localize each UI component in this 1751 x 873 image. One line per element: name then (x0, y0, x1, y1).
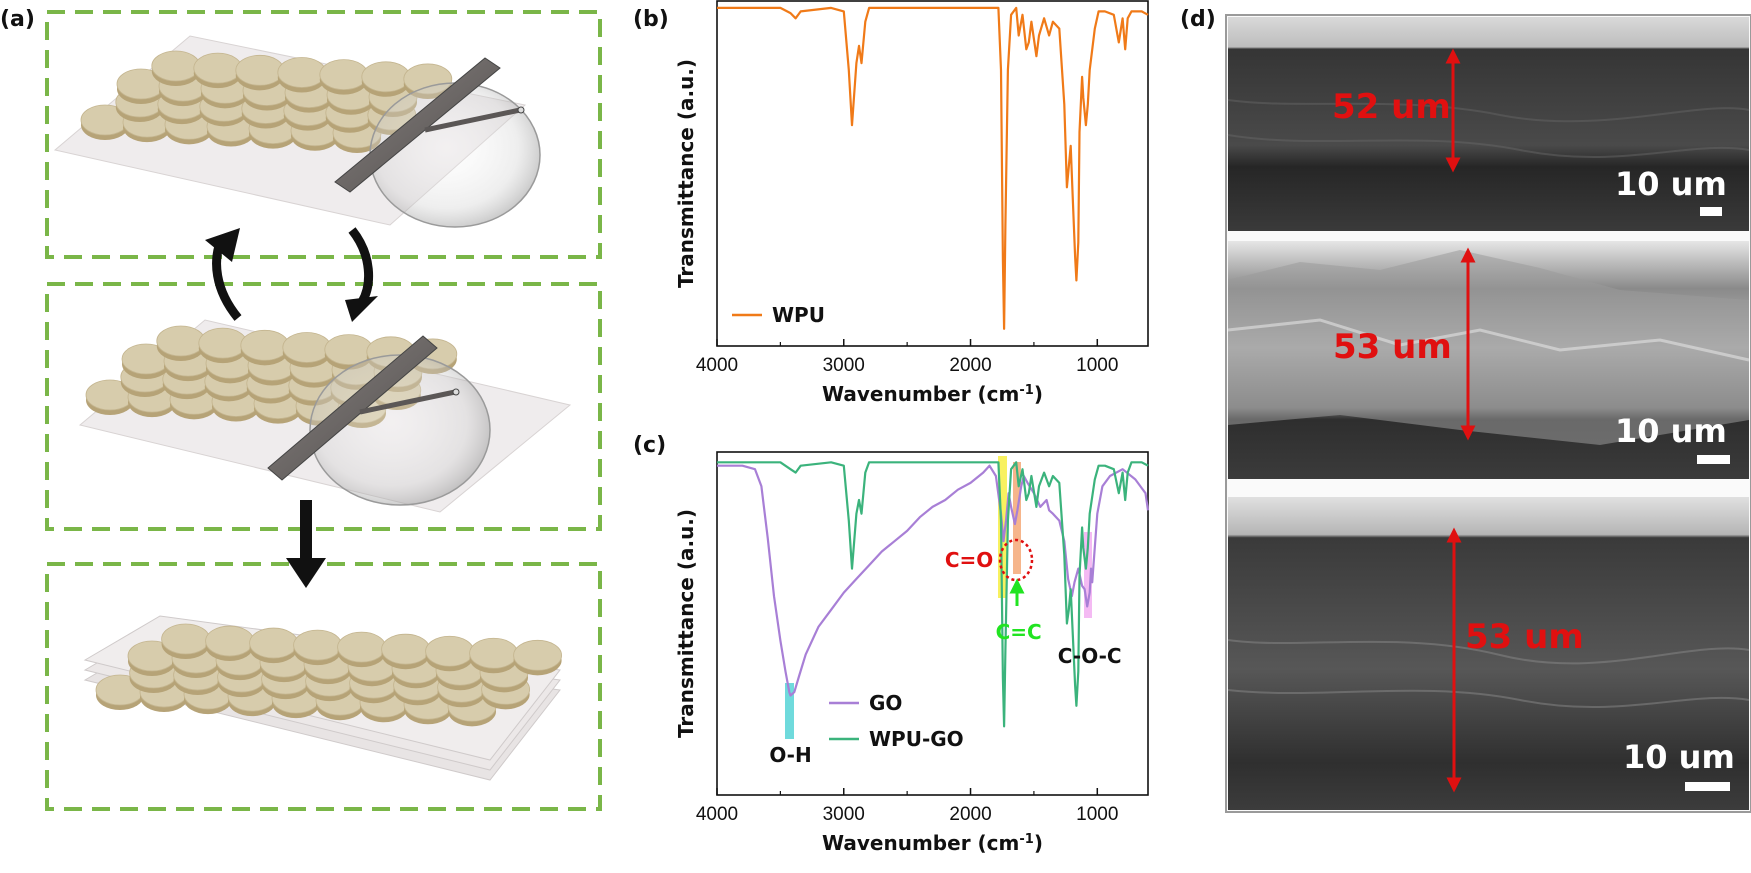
panel-d-sem: (d) 52 um 10 um 53 um 10 um 53 um (1180, 7, 1751, 813)
sem-image-1-bg (1228, 17, 1749, 231)
flake-disc (161, 623, 211, 655)
flake-disc (240, 329, 290, 361)
x-tick-label: 1000 (1076, 804, 1118, 825)
sem-image-1: 52 um 10 um (1227, 17, 1750, 231)
sem-image-3: 53 um 10 um (1227, 497, 1750, 810)
flake-disc (293, 629, 343, 661)
legend-label-wpu-go: WPU-GO (869, 727, 964, 751)
series-line-wpu (717, 6, 1149, 330)
sem-fracture-2 (1228, 250, 1749, 445)
flake-disc (198, 327, 248, 359)
scale-label-2: 10 um (1615, 412, 1727, 450)
x-tick-label: 2000 (949, 804, 991, 825)
flake-disc (151, 50, 201, 82)
x-tick-label: 2000 (949, 355, 991, 376)
step2-scene (78, 319, 572, 513)
sem-texture-3b (1227, 689, 1750, 709)
plot-frame (716, 0, 1149, 347)
band-o-h-highlight (785, 683, 794, 739)
panel-c-chart: (c) 4000 3000 2000 1000 Wavenumber (cm-1) Tra… (633, 433, 1150, 855)
scale-bar-2 (1697, 455, 1730, 464)
x-tick-label: 3000 (823, 804, 865, 825)
plot-frame (716, 451, 1149, 796)
flake-disc (249, 627, 299, 659)
step3-box (45, 562, 602, 811)
cycle-arrow-up-head (205, 228, 240, 262)
step3-scene (83, 615, 562, 781)
thickness-label-3: 53 um (1465, 617, 1584, 657)
handle-tip-2 (452, 388, 460, 396)
doctor-blade (334, 57, 501, 193)
x-tick-label: 3000 (823, 355, 865, 376)
thickness-label-1: 52 um (1332, 87, 1451, 127)
blade-handle (424, 107, 521, 133)
flake-disc (156, 325, 206, 357)
series-line-wpu-go (717, 461, 1149, 728)
step1-box (45, 10, 602, 259)
sem-texture-1b (1227, 134, 1750, 159)
panel-a-label: (a) (0, 7, 35, 32)
annotation-o-h: O-H (769, 743, 811, 767)
flake-disc (381, 633, 431, 665)
flake-disc (361, 61, 411, 93)
scale-bar-3 (1685, 782, 1730, 791)
flake-disc (205, 625, 255, 657)
panel-a-schematic: (a) (0, 7, 602, 811)
step1-scene (53, 35, 541, 228)
x-tick-label: 4000 (696, 355, 738, 376)
scale-bar-1 (1700, 207, 1722, 216)
ftir-chart-go-wpugo: 4000 3000 2000 1000 Wavenumber (cm-1) Transmi… (674, 451, 1150, 855)
panel-c-label: (c) (633, 433, 666, 458)
ftir-annotations (998, 538, 1034, 606)
annotation-c=o: C=O (945, 548, 993, 572)
sem-image-2: 53 um 10 um (1227, 241, 1750, 479)
flake-disc (277, 57, 327, 88)
ftir-band-highlights (785, 456, 1092, 739)
y-axis-label: Transmittance (a.u.) (674, 59, 698, 288)
cycle-arrow-down-head (345, 296, 378, 322)
scale-label-1: 10 um (1615, 165, 1727, 203)
step2-box (45, 282, 602, 531)
sem-texture-2 (1227, 318, 1750, 362)
handle-tip (517, 106, 525, 114)
sem-texture-3 (1227, 639, 1750, 665)
annotation-c-o-c: C-O-C (1058, 644, 1122, 668)
flake-disc (193, 52, 243, 84)
panel-d-label: (d) (1180, 7, 1216, 32)
ftir-chart-wpu: 4000 3000 2000 1000 Wavenumber (cm-1) Transmi… (674, 0, 1149, 406)
panel-b-chart: (b) 4000 3000 2000 1000 Wavenumber (cm-1) Tra… (633, 0, 1149, 406)
flake-disc (425, 635, 475, 667)
annotation-c=c: C=C (996, 620, 1042, 644)
y-axis-label: Transmittance (a.u.) (674, 509, 698, 738)
graphene-flakes-3 (95, 623, 562, 727)
panel-b-label: (b) (633, 7, 669, 32)
flake-disc (282, 332, 332, 363)
blade-handle-2 (359, 389, 456, 415)
cycle-arrow-down (348, 227, 374, 305)
doctor-blade-2 (267, 335, 438, 481)
flake-disc (235, 54, 285, 86)
legend-label-go: GO (869, 691, 902, 715)
x-tick-label: 1000 (1076, 355, 1118, 376)
sem-image-3-bg (1228, 497, 1749, 810)
flake-disc (469, 637, 519, 669)
sem-texture-1 (1227, 99, 1750, 123)
scale-label-3: 10 um (1623, 738, 1735, 776)
series-line-go (717, 464, 1150, 697)
flake-disc (337, 631, 387, 663)
x-tick-label: 4000 (696, 804, 738, 825)
process-arrow-down-head (286, 558, 326, 588)
legend-label-wpu: WPU (772, 303, 825, 327)
x-axis-label: Wavenumber (cm-1) (822, 831, 1043, 855)
thickness-label-2: 53 um (1333, 327, 1452, 367)
flake-disc (513, 639, 562, 671)
x-axis-label: Wavenumber (cm-1) (822, 382, 1043, 406)
flake-disc (319, 59, 369, 91)
c=o-circle (998, 538, 1034, 582)
band-c-o-c-highlight (1084, 532, 1092, 618)
